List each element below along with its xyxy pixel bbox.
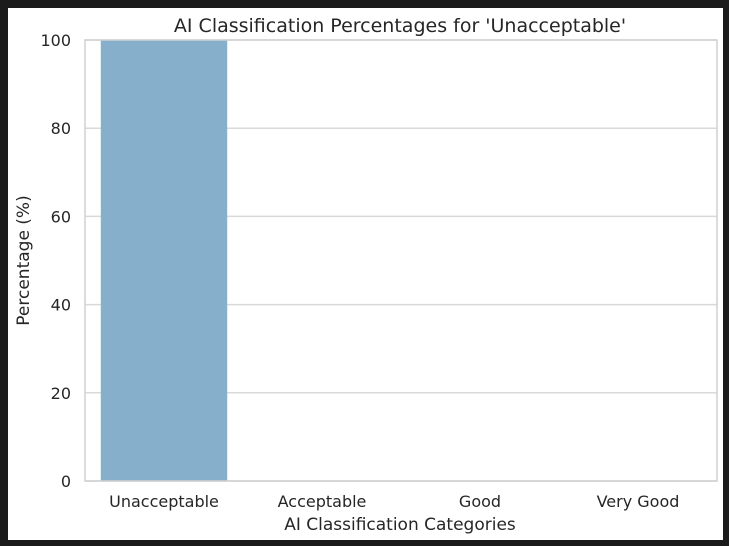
y-tick-label: 80 [51,119,71,138]
x-tick-label: Very Good [597,492,680,511]
y-axis-ticks: 0 20 40 60 80 100 [40,31,71,491]
bar-unacceptable [100,40,228,481]
plot-border [84,39,718,482]
x-tick-label: Good [459,492,501,511]
y-tick-label: 40 [51,296,71,315]
y-tick-label: 100 [40,31,71,50]
x-tick-label: Unacceptable [109,492,219,511]
chart-title: AI Classification Percentages for 'Unacc… [174,15,626,37]
x-tick-label: Acceptable [278,492,367,511]
y-tick-label: 0 [61,472,71,491]
y-tick-label: 20 [51,384,71,403]
y-axis-label: Percentage (%) [14,195,34,325]
bars [100,40,228,481]
x-axis-label: AI Classification Categories [284,515,516,535]
y-tick-label: 60 [51,207,71,226]
x-axis-ticks: Unacceptable Acceptable Good Very Good [109,492,679,511]
